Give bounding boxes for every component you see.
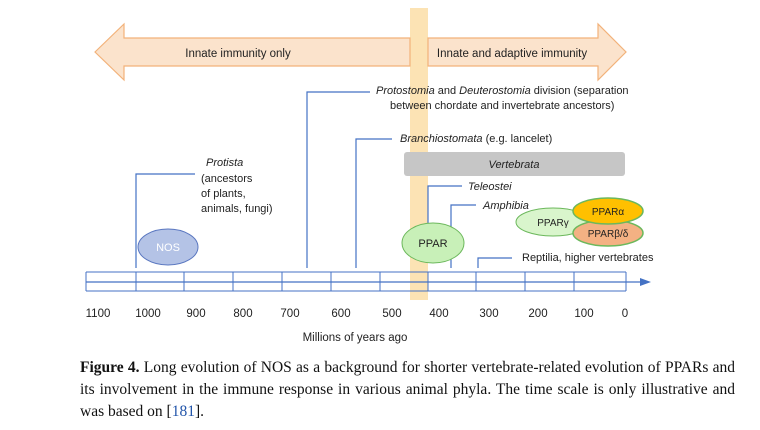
caption-end: ]. xyxy=(194,403,204,420)
caption-reference-link[interactable]: 181 xyxy=(171,403,195,420)
axis-tick-label: 0 xyxy=(622,308,628,320)
reptilia-label: Reptilia, higher vertebrates xyxy=(522,252,654,264)
ppar-beta-delta-label: PPARβ/δ xyxy=(588,229,629,240)
amphibia-label: Amphibia xyxy=(482,200,529,212)
ppar-node xyxy=(401,222,465,264)
protostomia-label: Protostomia and Deuterostomia division (… xyxy=(376,85,629,97)
protista-desc-3: animals, fungi) xyxy=(201,203,273,215)
teleostei-label: Teleostei xyxy=(468,181,512,193)
nos-label: NOS xyxy=(156,242,180,254)
ppar-label: PPAR xyxy=(418,238,447,250)
protista-label: Protista xyxy=(206,157,243,169)
ppar-alpha-label: PPARα xyxy=(592,207,624,218)
innate-adaptive-label: Innate and adaptive immunity xyxy=(437,48,587,60)
innate-adaptive-arrow xyxy=(427,22,627,82)
branchiostomata-label: Branchiostomata (e.g. lancelet) xyxy=(400,133,552,145)
protostomia-marker-line xyxy=(306,91,370,268)
protostomia-label-line2: between chordate and invertebrate ancest… xyxy=(390,100,614,112)
innate-only-arrow xyxy=(94,22,411,82)
timeline xyxy=(85,271,651,292)
nos-node xyxy=(137,228,199,266)
axis-tick-label: 900 xyxy=(186,308,205,320)
innate-only-label: Innate immunity only xyxy=(185,48,291,60)
protista-desc-1: (ancestors xyxy=(201,173,253,185)
axis-tick-labels: 1100 1000 900 800 700 600 500 400 300 200 100 0 xyxy=(86,308,629,320)
axis-tick-label: 400 xyxy=(429,308,448,320)
caption-label: Figure 4. xyxy=(80,359,140,376)
teleostei-marker-line xyxy=(427,185,462,232)
reptilia-marker-line xyxy=(477,257,512,268)
timeline-arrowhead xyxy=(640,278,651,286)
timeline-segment-dividers xyxy=(85,272,627,291)
figure-caption: Figure 4. Long evolution of NOS as a bac… xyxy=(80,357,735,423)
ppar-gamma-label: PPARγ xyxy=(537,218,569,229)
axis-tick-label: 300 xyxy=(479,308,498,320)
protista-desc-2: of plants, xyxy=(201,188,246,200)
vertebrata-bar xyxy=(404,152,625,176)
ppar-alpha-node xyxy=(572,197,644,225)
caption-text: Long evolution of NOS as a background fo… xyxy=(80,359,735,420)
axis-tick-label: 800 xyxy=(233,308,252,320)
axis-tick-label: 600 xyxy=(331,308,350,320)
axis-tick-label: 700 xyxy=(280,308,299,320)
axis-tick-label: 200 xyxy=(528,308,547,320)
axis-tick-label: 100 xyxy=(574,308,593,320)
protista-marker-line xyxy=(135,173,195,268)
axis-tick-label: 1100 xyxy=(86,308,111,320)
branchiostomata-marker-line xyxy=(355,138,392,268)
axis-tick-label: 1000 xyxy=(135,308,161,320)
vertebrata-label: Vertebrata xyxy=(489,159,540,171)
axis-title: Millions of years ago xyxy=(303,332,408,344)
axis-tick-label: 500 xyxy=(382,308,401,320)
